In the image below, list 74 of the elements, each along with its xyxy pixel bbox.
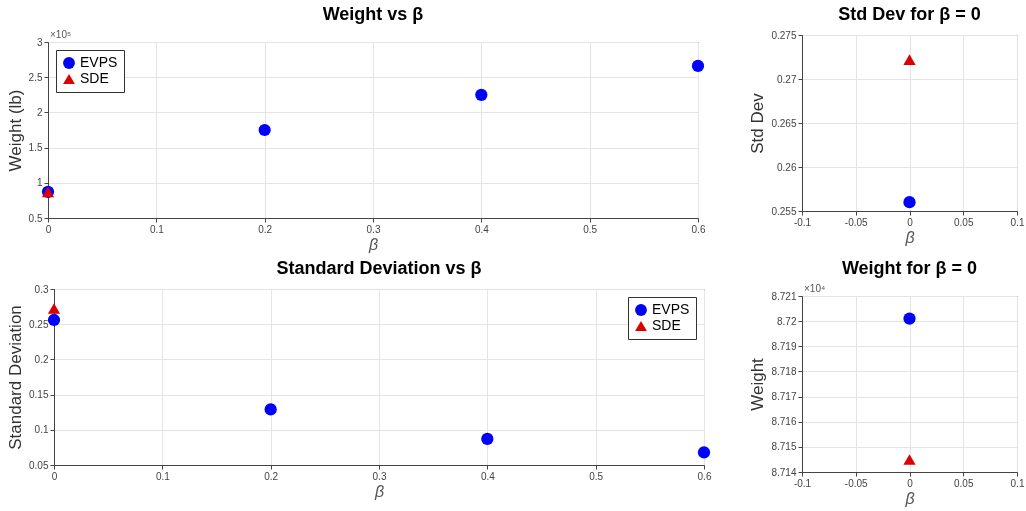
x-tick-label: 0.1 <box>1010 216 1025 228</box>
x-tick-label: 0.1 <box>149 223 165 235</box>
y-axis-title: Standard Deviation <box>6 305 26 450</box>
chart-title: Weight vs β <box>322 4 424 24</box>
x-tick-label: 0 <box>907 477 914 489</box>
y-axis-title: Weight (lb) <box>5 89 25 172</box>
y-tick-label: 3 <box>36 36 43 48</box>
point <box>258 123 271 137</box>
x-axis-title: β <box>904 228 915 246</box>
chart-title: Standard Deviation vs β <box>276 258 482 278</box>
y-tick-label: 2.5 <box>28 71 43 83</box>
point <box>47 313 61 327</box>
x-tick-label: 0.5 <box>589 470 604 482</box>
y-tick-label: 0.275 <box>771 29 797 41</box>
legend-label: SDE <box>652 317 681 333</box>
x-tick-label: 0.6 <box>691 223 706 235</box>
x-axis-title: β <box>367 235 379 253</box>
x-tick-label: 0.2 <box>258 223 273 235</box>
y-tick-label: 0.255 <box>771 205 797 217</box>
legend-label: EVPS <box>80 54 118 70</box>
y-tick-label: 0.15 <box>29 389 49 401</box>
y-tick-label: 2 <box>36 106 43 118</box>
text: ×10⁴ <box>804 283 826 294</box>
point <box>475 88 488 101</box>
y-tick-label: 0.265 <box>771 117 797 129</box>
y-tick-label: 8.717 <box>771 391 797 403</box>
y-tick-label: 8.719 <box>771 340 797 352</box>
x-tick-label: 0.5 <box>583 223 598 235</box>
legend-label: EVPS <box>652 301 690 317</box>
x-axis-title: β <box>373 482 385 500</box>
x-tick-label: 0 <box>907 216 914 228</box>
x-axis-title: β <box>904 489 915 507</box>
y-tick-label: 0.27 <box>777 73 797 85</box>
x-tick-label: -0.1 <box>793 477 812 489</box>
point <box>691 59 705 73</box>
point <box>47 303 61 314</box>
x-tick-label: 0 <box>51 470 58 482</box>
x-tick-label: 0.3 <box>366 223 381 235</box>
y-tick-label: 8.715 <box>771 441 797 453</box>
x-tick-label: -0.05 <box>844 216 869 228</box>
y-tick-label: 1.5 <box>28 142 43 154</box>
text: ×10⁵ <box>50 29 72 40</box>
y-tick-label: 8.72 <box>777 315 797 327</box>
y-tick-label: 0.1 <box>34 424 49 436</box>
y-tick-label: 8.714 <box>771 466 797 478</box>
y-tick-label: 8.718 <box>771 365 797 377</box>
point <box>697 446 711 459</box>
x-tick-label: 0.4 <box>480 470 496 482</box>
x-tick-label: 0.4 <box>474 223 490 235</box>
y-tick-label: 0.3 <box>34 283 49 295</box>
x-tick-label: -0.1 <box>793 216 812 228</box>
y-tick-label: 0.05 <box>29 459 49 471</box>
x-tick-label: 0.05 <box>954 477 974 489</box>
x-tick-label: 0.3 <box>372 470 387 482</box>
x-tick-label: 0.1 <box>1010 477 1025 489</box>
y-tick-label: 0.2 <box>34 353 49 365</box>
y-tick-label: 1 <box>36 177 43 189</box>
x-tick-label: -0.05 <box>844 477 869 489</box>
y-axis-title: Std Dev <box>748 92 768 154</box>
x-tick-label: 0 <box>45 223 52 235</box>
y-axis-title: Weight <box>748 357 768 411</box>
x-tick-label: 0.6 <box>697 470 712 482</box>
point <box>481 432 494 446</box>
y-tick-label: 8.721 <box>771 290 797 302</box>
y-tick-label: 8.716 <box>771 416 797 428</box>
x-tick-label: 0.2 <box>264 470 279 482</box>
y-tick-label: 0.26 <box>777 161 797 173</box>
x-tick-label: 0.05 <box>954 216 974 228</box>
chart-title: Weight for β = 0 <box>841 258 978 278</box>
y-tick-label: 0.25 <box>29 318 49 330</box>
point <box>264 403 277 416</box>
x-tick-label: 0.1 <box>155 470 171 482</box>
legend-label: SDE <box>80 70 109 86</box>
chart-title: Std Dev for β = 0 <box>838 4 981 24</box>
